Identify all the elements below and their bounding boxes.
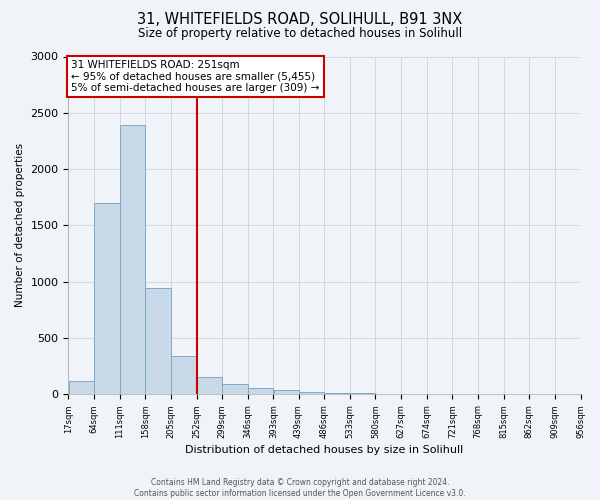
Bar	[94, 203, 119, 394]
Bar	[145, 288, 171, 395]
Bar	[274, 390, 299, 394]
Bar	[197, 378, 222, 394]
Bar	[248, 388, 274, 394]
Y-axis label: Number of detached properties: Number of detached properties	[15, 144, 25, 308]
Bar	[68, 381, 94, 394]
Text: 31 WHITEFIELDS ROAD: 251sqm
← 95% of detached houses are smaller (5,455)
5% of s: 31 WHITEFIELDS ROAD: 251sqm ← 95% of det…	[71, 60, 319, 93]
Bar	[325, 392, 350, 394]
Text: 31, WHITEFIELDS ROAD, SOLIHULL, B91 3NX: 31, WHITEFIELDS ROAD, SOLIHULL, B91 3NX	[137, 12, 463, 28]
Text: Contains HM Land Registry data © Crown copyright and database right 2024.
Contai: Contains HM Land Registry data © Crown c…	[134, 478, 466, 498]
Bar	[120, 125, 145, 394]
Bar	[171, 356, 196, 395]
Bar	[299, 392, 324, 394]
Bar	[223, 384, 248, 394]
X-axis label: Distribution of detached houses by size in Solihull: Distribution of detached houses by size …	[185, 445, 464, 455]
Text: Size of property relative to detached houses in Solihull: Size of property relative to detached ho…	[138, 28, 462, 40]
Bar	[350, 393, 376, 394]
